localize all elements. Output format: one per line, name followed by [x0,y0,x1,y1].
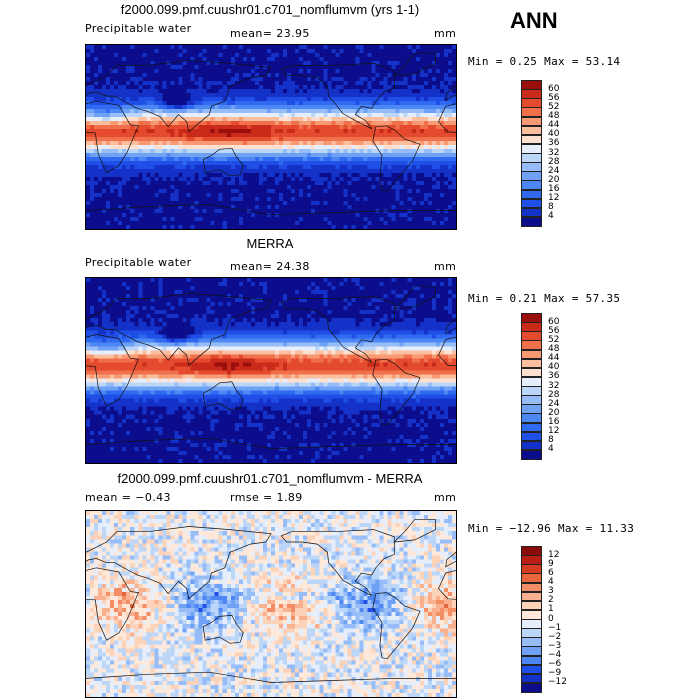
colorbar-tick-label: 48 [548,344,560,354]
colorbar-tick-label: 60 [548,83,560,94]
panel1-map-svg [86,45,456,229]
panel1-units: mm [434,27,457,40]
colorbar-tick-label: 44 [548,353,560,364]
colorbar-tick-label: 48 [548,111,560,121]
season-label: ANN [510,8,558,33]
panel1-title: f2000.099.pmf.cuushr01.c701_nomflumvm (y… [120,2,420,17]
panel3-mean: mean = −0.43 [85,491,171,504]
colorbar-tick-label: 36 [548,138,560,149]
colorbar-tick-label: 56 [548,325,560,336]
colorbar-cell [521,682,542,693]
panel2-colorbar: 4 8 12 16 20 24 28 32 36 40 44 48 52 56 60 [521,313,581,460]
colorbar-tick-label: 6 [548,567,554,578]
colorbar-tick-label: −9 [548,668,562,679]
colorbar-tick-label: −3 [548,640,562,651]
colorbar-tick-label: 52 [548,101,560,112]
panel3-map [85,510,457,698]
colorbar-tick-label: −1 [548,622,562,633]
colorbar-tick-label: 4 [548,444,554,455]
colorbar-cell [521,216,542,227]
panel2-minmax: Min = 0.21 Max = 57.35 [468,292,621,305]
panel3-minmax: Min = −12.96 Max = 11.33 [468,522,635,535]
colorbar-tick-label: 12 [548,549,560,560]
colorbar-tick-label: 4 [548,577,554,587]
colorbar-tick-label: 20 [548,174,560,185]
colorbar-tick-label: 32 [548,147,560,158]
panel2-units: mm [434,260,457,273]
panel3-map-svg [86,511,456,697]
panel3-colorbar: −12 −9 −6 −4 −3 −2 −1 0 1 2 3 4 6 9 12 [521,546,581,693]
colorbar-tick-label: 40 [548,129,560,140]
panel2-mean: mean= 24.38 [230,260,310,273]
panel3-units: mm [434,491,457,504]
panel2-title: MERRA [246,236,294,251]
colorbar-tick-label: 3 [548,586,554,597]
colorbar-tick-label: 16 [548,417,560,427]
panel2-variable-label: Precipitable water [85,256,192,269]
colorbar-tick-label: 12 [548,193,560,204]
colorbar-tick-label: 56 [548,92,560,103]
colorbar-tick-label: 36 [548,371,560,382]
colorbar-tick-label: 9 [548,558,554,569]
colorbar-tick-label: 20 [548,407,560,418]
colorbar-tick-label: −2 [548,631,562,642]
panel1-colorbar: 4 8 12 16 20 24 28 32 36 40 44 48 52 56 60 [521,80,581,227]
colorbar-tick-label: 32 [548,380,560,391]
colorbar-tick-label: 8 [548,435,554,446]
colorbar-tick-label: 24 [548,398,560,409]
panel1-minmax: Min = 0.25 Max = 53.14 [468,55,621,68]
colorbar-tick-label: 40 [548,362,560,373]
colorbar-tick-label: 12 [548,426,560,437]
colorbar-tick-label: 4 [548,211,554,222]
colorbar-tick-label: 44 [548,120,560,131]
panel3-rmse: rmse = 1.89 [230,491,303,504]
colorbar-tick-label: 8 [548,202,554,213]
colorbar-tick-label: 0 [548,613,554,624]
colorbar-tick-label: −4 [548,650,562,660]
panel2-map [85,277,457,464]
colorbar-tick-label: 52 [548,334,560,345]
panel1-mean: mean= 23.95 [230,27,310,40]
colorbar-tick-label: 24 [548,165,560,176]
colorbar-tick-label: −6 [548,659,562,670]
colorbar-tick-label: 28 [548,389,560,400]
panel2-map-svg [86,278,456,463]
panel3-title: f2000.099.pmf.cuushr01.c701_nomflumvm - … [117,471,423,486]
colorbar-cell [521,449,542,460]
colorbar-tick-label: 1 [548,604,554,615]
panel1-variable-label: Precipitable water [85,22,192,35]
panel1-map [85,44,457,230]
colorbar-tick-label: 2 [548,595,554,606]
colorbar-tick-label: 16 [548,184,560,194]
colorbar-tick-label: 60 [548,316,560,327]
colorbar-tick-label: −12 [548,677,567,688]
colorbar-tick-label: 28 [548,156,560,167]
